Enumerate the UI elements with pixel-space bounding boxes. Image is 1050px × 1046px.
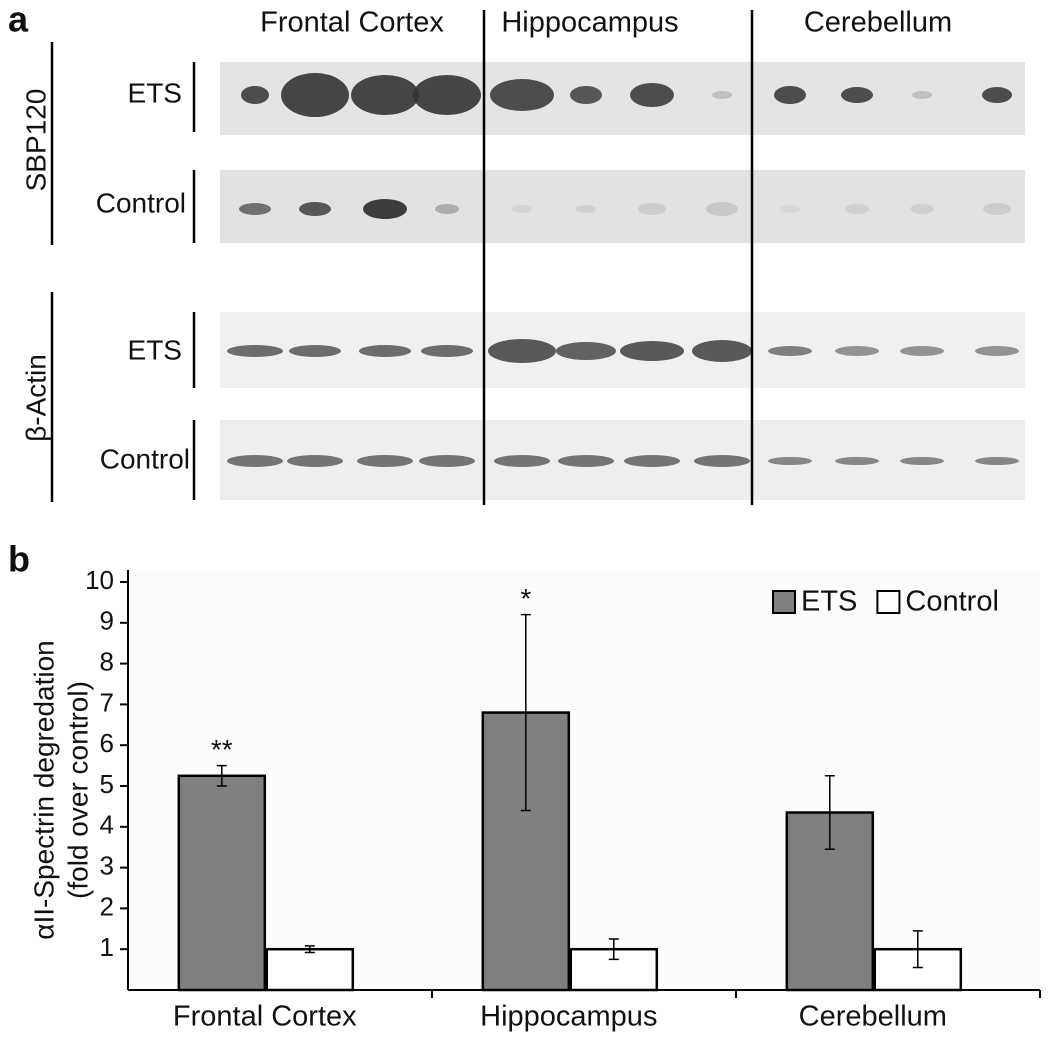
band bbox=[413, 75, 481, 115]
band bbox=[630, 83, 674, 107]
plot-background bbox=[128, 570, 1040, 990]
region-label: Cerebellum bbox=[804, 7, 952, 39]
band bbox=[910, 204, 934, 214]
band bbox=[490, 79, 554, 111]
bar bbox=[177, 774, 267, 992]
band bbox=[768, 346, 812, 356]
band bbox=[357, 455, 413, 467]
band bbox=[488, 339, 556, 363]
band bbox=[638, 203, 666, 215]
band bbox=[419, 455, 475, 467]
band bbox=[982, 87, 1012, 103]
band bbox=[780, 205, 800, 213]
y-tick-label: 3 bbox=[100, 850, 114, 880]
error-bar bbox=[520, 613, 531, 812]
x-tick-label: Cerebellum bbox=[799, 1001, 947, 1033]
y-tick-label: 9 bbox=[100, 606, 114, 636]
y-tick-label: 6 bbox=[100, 728, 114, 758]
legend-swatch bbox=[772, 590, 796, 614]
legend-swatch bbox=[876, 590, 901, 614]
row-label: Control bbox=[96, 187, 186, 218]
row-label: ETS bbox=[128, 334, 182, 365]
band bbox=[421, 345, 473, 357]
y-tick-label: 10 bbox=[85, 565, 114, 595]
band bbox=[975, 457, 1019, 465]
band bbox=[435, 204, 459, 214]
x-tick-label: Hippocampus bbox=[480, 1001, 657, 1033]
band bbox=[351, 75, 419, 115]
protein-label: β-Actin bbox=[20, 354, 51, 442]
region-label: Hippocampus bbox=[501, 7, 678, 39]
band bbox=[900, 457, 944, 465]
error-bar bbox=[304, 945, 315, 954]
band bbox=[289, 345, 341, 357]
band bbox=[975, 346, 1019, 356]
band bbox=[359, 345, 411, 357]
band bbox=[239, 203, 271, 215]
significance: ** bbox=[211, 734, 233, 765]
error-bar bbox=[912, 930, 923, 969]
row-label: Control bbox=[100, 443, 190, 474]
legend-label: Control bbox=[905, 586, 999, 618]
y-tick-label: 2 bbox=[100, 891, 114, 921]
band bbox=[692, 340, 752, 362]
panel-label: a bbox=[8, 0, 29, 40]
y-tick-label: 1 bbox=[100, 932, 114, 962]
error-bar bbox=[608, 938, 619, 961]
band bbox=[281, 73, 349, 117]
protein-label: SBP120 bbox=[20, 89, 51, 192]
y-tick-label: 7 bbox=[100, 687, 114, 717]
band bbox=[227, 455, 283, 467]
band bbox=[835, 346, 879, 356]
band bbox=[624, 455, 680, 467]
band bbox=[841, 87, 873, 103]
blot-strip bbox=[220, 170, 1025, 243]
band bbox=[900, 346, 944, 356]
x-tick-label: Frontal Cortex bbox=[173, 1001, 357, 1033]
band bbox=[706, 202, 738, 216]
band bbox=[774, 86, 806, 104]
band bbox=[241, 86, 269, 104]
blot-strip bbox=[220, 420, 1025, 500]
significance: * bbox=[520, 583, 531, 614]
band bbox=[299, 202, 331, 216]
band bbox=[983, 203, 1011, 215]
panel-label: b bbox=[8, 539, 30, 580]
band bbox=[912, 91, 932, 99]
region-label: Frontal Cortex bbox=[260, 7, 444, 39]
band bbox=[576, 205, 596, 213]
band bbox=[287, 455, 343, 467]
legend-label: ETS bbox=[801, 586, 857, 618]
y-tick-label: 5 bbox=[100, 769, 114, 799]
bands bbox=[227, 73, 1019, 467]
band bbox=[845, 204, 869, 214]
band bbox=[768, 457, 812, 465]
band bbox=[620, 341, 684, 361]
band bbox=[570, 86, 602, 104]
band bbox=[494, 455, 550, 467]
band bbox=[227, 345, 283, 357]
band bbox=[558, 455, 614, 467]
bar bbox=[265, 947, 355, 992]
band bbox=[712, 91, 732, 99]
y-tick-label: 4 bbox=[100, 810, 114, 840]
y-axis-label: (fold over control) bbox=[62, 681, 93, 899]
band bbox=[556, 342, 616, 360]
band bbox=[363, 199, 407, 219]
error-bar bbox=[216, 764, 227, 787]
band bbox=[694, 455, 750, 467]
y-axis-label: αII-Spectrin degredation bbox=[28, 640, 59, 939]
band bbox=[512, 205, 532, 213]
y-tick-label: 8 bbox=[100, 646, 114, 676]
error-bar bbox=[824, 775, 835, 850]
row-label: ETS bbox=[128, 77, 182, 108]
band bbox=[835, 457, 879, 465]
